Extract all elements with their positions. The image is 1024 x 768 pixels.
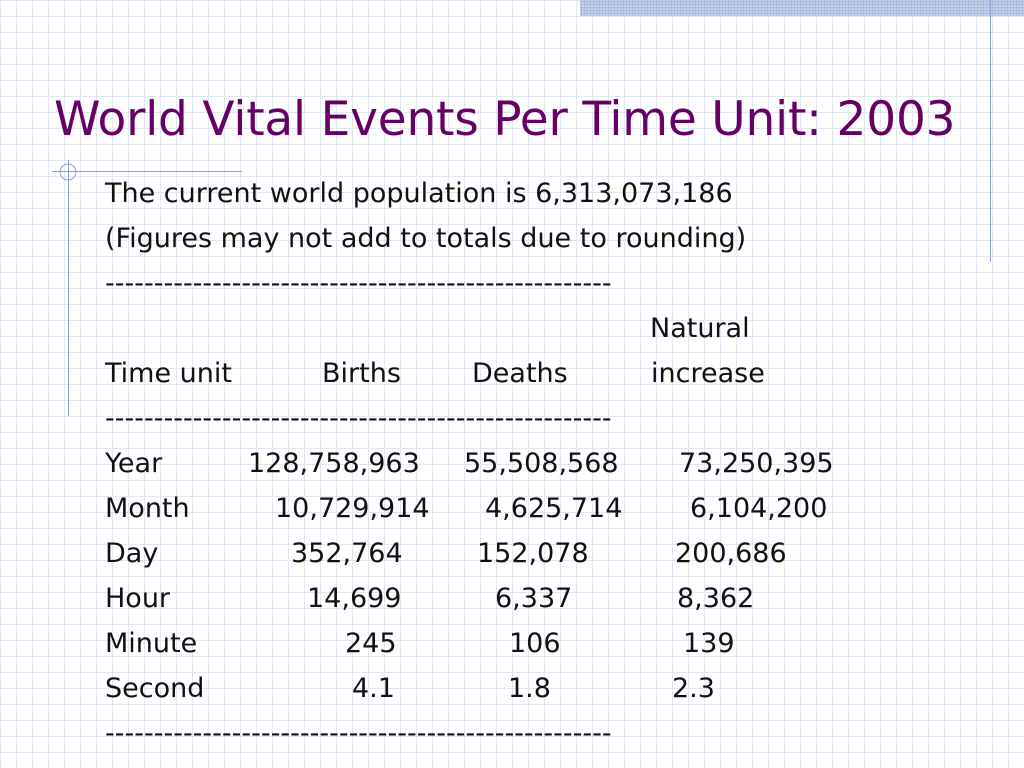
right-accent-line — [990, 0, 991, 262]
row-unit: Month — [105, 493, 190, 524]
row-deaths: 152,078 — [477, 538, 589, 569]
corner-circle-icon — [59, 163, 77, 181]
row-births: 352,764 — [291, 538, 403, 569]
header-time-unit: Time unit — [105, 358, 232, 389]
row-births: 128,758,963 — [248, 448, 420, 479]
row-increase: 73,250,395 — [679, 448, 834, 479]
row-unit: Minute — [105, 628, 198, 659]
row-increase: 2.3 — [672, 673, 715, 704]
population-line: The current world population is 6,313,07… — [105, 178, 733, 209]
row-births: 4.1 — [352, 673, 395, 704]
row-unit: Year — [105, 448, 163, 479]
divider-bottom: ----------------------------------------… — [105, 718, 612, 749]
row-deaths: 4,625,714 — [485, 493, 623, 524]
header-increase: increase — [651, 358, 765, 389]
row-unit: Second — [105, 673, 205, 704]
header-natural: Natural — [650, 313, 750, 344]
row-deaths: 1.8 — [508, 673, 551, 704]
row-births: 245 — [345, 628, 397, 659]
row-deaths: 106 — [509, 628, 561, 659]
rounding-note: (Figures may not add to totals due to ro… — [105, 223, 747, 254]
row-increase: 200,686 — [675, 538, 787, 569]
row-increase: 139 — [683, 628, 735, 659]
row-births: 10,729,914 — [275, 493, 430, 524]
header-births: Births — [322, 358, 401, 389]
row-deaths: 55,508,568 — [464, 448, 619, 479]
top-decorative-band — [580, 0, 1024, 16]
slide-title: World Vital Events Per Time Unit: 2003 — [54, 92, 956, 147]
row-increase: 6,104,200 — [690, 493, 828, 524]
row-unit: Day — [105, 538, 159, 569]
divider-middle: ----------------------------------------… — [105, 403, 612, 434]
row-unit: Hour — [105, 583, 171, 614]
divider-top: ----------------------------------------… — [105, 268, 612, 299]
header-deaths: Deaths — [472, 358, 568, 389]
row-increase: 8,362 — [677, 583, 755, 614]
title-underline — [52, 171, 242, 172]
row-deaths: 6,337 — [495, 583, 573, 614]
row-births: 14,699 — [307, 583, 402, 614]
left-accent-line — [68, 160, 69, 416]
